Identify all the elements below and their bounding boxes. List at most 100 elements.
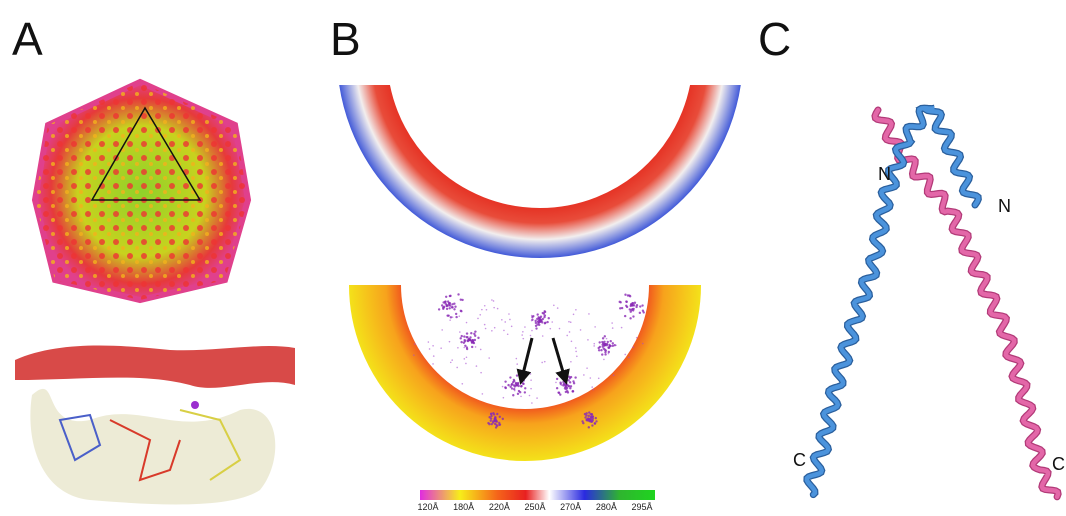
density-dot — [632, 304, 634, 306]
density-dot — [511, 326, 513, 328]
density-dot — [493, 300, 495, 302]
density-dot — [497, 308, 499, 310]
density-dot — [517, 393, 519, 395]
density-dot — [464, 345, 466, 347]
density-dot — [628, 357, 630, 359]
density-dot — [611, 322, 613, 324]
density-dot — [512, 394, 514, 396]
density-dot — [441, 304, 443, 306]
density-dot — [509, 376, 511, 378]
density-dot — [494, 327, 496, 329]
density-dot — [476, 365, 478, 367]
density-dot — [495, 426, 497, 428]
density-dot — [504, 380, 506, 382]
density-dot — [446, 304, 448, 306]
density-dot — [440, 347, 442, 349]
density-dot — [530, 335, 532, 337]
density-dot — [475, 346, 477, 348]
density-dot — [540, 319, 542, 321]
density-dot — [504, 386, 506, 388]
density-dot — [568, 321, 570, 323]
density-dot — [603, 343, 605, 345]
density-dot — [491, 330, 493, 332]
density-dot — [624, 315, 626, 317]
density-dot — [624, 294, 626, 296]
arrow — [521, 338, 566, 382]
density-dot — [502, 386, 504, 388]
density-dot — [490, 417, 492, 419]
density-dot — [460, 310, 462, 312]
density-dot — [413, 354, 415, 356]
density-dot — [516, 358, 518, 360]
density-dot — [543, 316, 545, 318]
density-dot — [530, 373, 532, 375]
density-dot — [559, 328, 561, 330]
density-dot — [447, 314, 449, 316]
density-dot — [593, 345, 595, 347]
density-dot — [530, 388, 532, 390]
density-dot — [570, 361, 572, 363]
density-dot — [630, 309, 632, 311]
density-dot — [455, 313, 457, 315]
density-dot — [538, 318, 540, 320]
density-dot — [559, 393, 561, 395]
density-dot — [621, 327, 623, 329]
density-dot — [594, 422, 596, 424]
density-dot — [514, 390, 516, 392]
density-dot — [574, 376, 576, 378]
density-dot — [460, 341, 462, 343]
density-dot — [597, 347, 599, 349]
density-dot — [575, 351, 577, 353]
density-dot — [564, 387, 566, 389]
density-dot — [508, 313, 510, 315]
density-dot — [588, 411, 590, 413]
density-dot — [487, 422, 489, 424]
density-dot — [625, 300, 627, 302]
density-dot — [598, 378, 600, 380]
density-dot — [429, 348, 431, 350]
density-dot — [569, 377, 571, 379]
density-dot — [477, 318, 479, 320]
terminus-label: N — [998, 196, 1011, 216]
helix — [807, 108, 978, 495]
density-dot — [641, 304, 643, 306]
density-dot — [603, 359, 605, 361]
density-dot — [594, 326, 596, 328]
density-dot — [507, 384, 509, 386]
density-dot — [531, 402, 533, 404]
density-dot — [639, 312, 641, 314]
density-dot — [557, 307, 559, 309]
density-dot — [459, 331, 461, 333]
density-dot — [502, 418, 504, 420]
density-dot — [592, 389, 594, 391]
density-dot — [536, 323, 538, 325]
density-dot — [445, 296, 447, 298]
density-dot — [632, 346, 634, 348]
density-dot — [563, 383, 565, 385]
density-dot — [461, 335, 463, 337]
density-dot — [493, 307, 495, 309]
density-dot — [441, 329, 443, 331]
density-dot — [486, 309, 488, 311]
density-dot — [589, 419, 591, 421]
density-dot — [460, 337, 462, 339]
density-dot — [615, 344, 617, 346]
density-dot — [498, 424, 500, 426]
density-dot — [573, 382, 575, 384]
colorbar — [420, 490, 655, 500]
colorbar-labels: 120Å180Å220Å250Å270Å280Å295Å — [417, 502, 652, 512]
colorbar-label: 220Å — [489, 502, 510, 512]
density-dot — [606, 338, 608, 340]
density-dot — [490, 420, 492, 422]
density-dot — [544, 311, 546, 313]
density-dot — [428, 341, 430, 343]
density-dot — [629, 317, 631, 319]
density-dot — [414, 343, 416, 345]
colorbar-label: 295Å — [631, 502, 652, 512]
density-dot — [591, 386, 593, 388]
density-dot — [480, 349, 482, 351]
density-dot — [432, 363, 434, 365]
density-dot — [535, 327, 537, 329]
density-dot — [601, 341, 603, 343]
helix-model — [807, 108, 1058, 497]
